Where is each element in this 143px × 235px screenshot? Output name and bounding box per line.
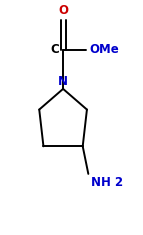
Text: O: O	[58, 4, 68, 17]
Text: N: N	[58, 75, 68, 88]
Text: C: C	[50, 43, 59, 56]
Text: NH 2: NH 2	[91, 176, 123, 189]
Text: OMe: OMe	[89, 43, 119, 56]
